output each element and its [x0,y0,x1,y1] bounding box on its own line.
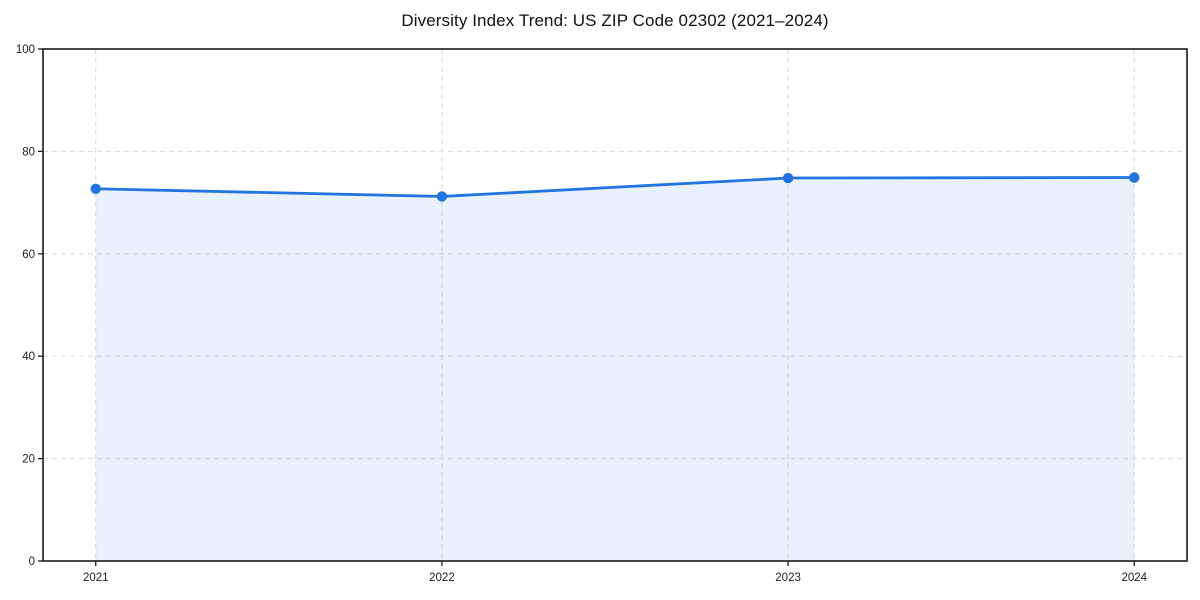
x-tick-label-2024: 2024 [1121,572,1147,584]
data-point-2021 [90,183,101,194]
data-point-2022 [436,191,448,202]
y-tick-label-40: 40 [22,351,35,363]
y-tick-label-0: 0 [29,556,35,568]
plot-border [42,48,1188,562]
area-fill [95,177,1135,561]
y-tick-label-100: 100 [16,44,35,56]
trend-line [94,176,1136,198]
chart-title: Diversity Index Trend: US ZIP Code 02302… [401,11,829,30]
y-tick-label-80: 80 [22,146,35,158]
y-tick-label-60: 60 [22,249,35,261]
x-tick-label-2022: 2022 [429,572,455,584]
y-tick-label-20: 20 [22,454,35,466]
data-point-2024 [1129,172,1140,183]
x-tick-label-2021: 2021 [83,572,109,584]
data-point-2023 [782,172,794,184]
x-tick-label-2023: 2023 [775,572,801,584]
